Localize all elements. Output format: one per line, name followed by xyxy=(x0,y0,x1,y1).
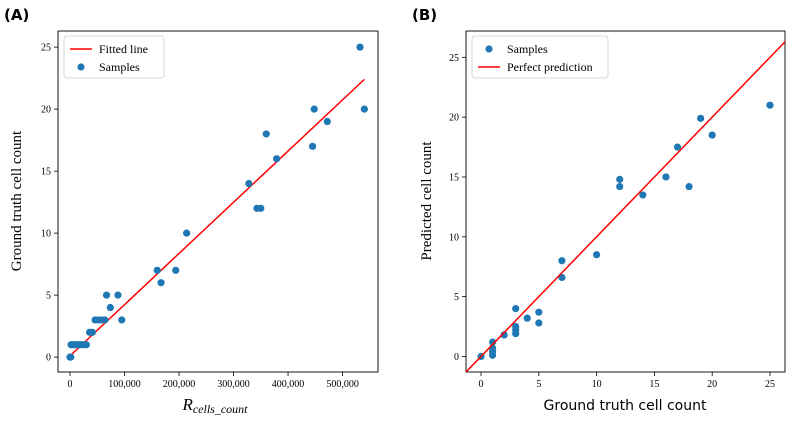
panel-a-x-axis-title-sub: cells_count xyxy=(193,402,248,416)
panel-b-x-tick-label: 5 xyxy=(536,379,541,390)
sample-point xyxy=(114,291,122,299)
sample-point xyxy=(616,182,624,191)
sample-point xyxy=(512,322,520,331)
sample-point xyxy=(523,314,531,322)
panel-a-label: (A) xyxy=(4,6,29,24)
panel-b-x-tick-label: 15 xyxy=(649,379,659,390)
sample-point xyxy=(558,273,566,282)
panel-a-x-tick-label: 0 xyxy=(67,379,72,390)
legend-label: Fitted line xyxy=(99,42,148,56)
sample-point xyxy=(273,155,281,163)
sample-point xyxy=(360,105,368,113)
panel-a-x-tick-label: 500,000 xyxy=(326,379,359,390)
panel-a-y-tick-label: 25 xyxy=(41,43,51,54)
panel-b-frame xyxy=(465,30,786,373)
panel-a-x-axis-title-main: R xyxy=(181,395,193,414)
panel-b-x-tick-label: 10 xyxy=(592,379,602,390)
legend-label: Samples xyxy=(507,42,548,56)
sample-point xyxy=(535,319,543,327)
sample-point xyxy=(118,316,126,324)
panel-b-y-tick-label: 0 xyxy=(454,352,459,363)
sample-point xyxy=(153,266,161,274)
panel-a-y-tick-label: 5 xyxy=(46,291,51,302)
sample-point xyxy=(356,43,364,51)
panel-b-x-axis-title: Ground truth cell count xyxy=(544,398,707,414)
panel-a-x-tick-label: 300,000 xyxy=(217,379,250,390)
sample-point xyxy=(172,266,180,274)
panel-a-y-tick-label: 20 xyxy=(41,105,51,116)
panel-a-x-tick-label: 400,000 xyxy=(272,379,305,390)
panel-b-label: (B) xyxy=(412,6,437,24)
sample-point xyxy=(106,303,114,312)
sample-point xyxy=(262,130,270,138)
panel-a-frame xyxy=(57,30,379,373)
panel-b-plot: 0 5 10 15 20 25 0 5 10 15 20 25 Samples Perfect predi… xyxy=(449,30,786,390)
sample-point xyxy=(685,182,693,191)
panel-a-x-tick-label: 100,000 xyxy=(108,379,141,390)
sample-point xyxy=(639,191,647,199)
sample-point xyxy=(82,341,90,349)
sample-point xyxy=(558,257,566,265)
legend-marker-swatch xyxy=(77,63,85,71)
panel-a-y-tick-label: 15 xyxy=(41,167,51,178)
panel-b-x-tick-label: 25 xyxy=(765,379,775,390)
panel-b-y-tick-label: 25 xyxy=(449,53,459,64)
panel-a-plot: 0 100,000 200,000 300,000 400,000 500,000 0 5 10… xyxy=(41,30,379,390)
sample-point xyxy=(245,179,253,188)
sample-point xyxy=(257,204,265,212)
panel-b-legend xyxy=(471,35,609,79)
panel-b-x-tick-label: 20 xyxy=(707,379,717,390)
sample-point xyxy=(488,338,497,346)
sample-point xyxy=(616,175,624,183)
sample-point xyxy=(101,316,109,324)
sample-point xyxy=(323,117,331,126)
sample-point xyxy=(500,331,508,339)
sample-point xyxy=(102,291,111,299)
fitted-line xyxy=(69,78,365,357)
legend-marker-swatch xyxy=(485,45,493,53)
sample-point xyxy=(67,353,75,361)
panel-b-y-tick-label: 5 xyxy=(454,292,459,303)
sample-point xyxy=(310,105,318,113)
panel-a-x-axis-title: Rcells_count xyxy=(181,395,248,416)
panel-b-y-axis-title: Predicted cell count xyxy=(419,141,435,261)
panel-b-y-tick-label: 20 xyxy=(449,113,459,124)
panel-a-y-tick-label: 0 xyxy=(46,353,51,364)
panel-a-y-tick-label: 10 xyxy=(41,229,51,240)
sample-point xyxy=(697,114,705,122)
panel-a-legend xyxy=(63,35,165,79)
legend-label: Samples xyxy=(99,60,140,74)
perfect-prediction-line xyxy=(466,40,785,372)
sample-point xyxy=(183,229,191,237)
sample-point xyxy=(512,304,520,313)
sample-point xyxy=(593,251,601,259)
sample-point xyxy=(662,173,670,181)
sample-point xyxy=(157,279,165,287)
panel-b-x-tick-label: 0 xyxy=(479,379,484,390)
sample-point xyxy=(766,101,774,109)
sample-point xyxy=(308,142,317,150)
sample-point xyxy=(535,308,543,316)
panel-b-y-tick-label: 15 xyxy=(449,172,459,183)
sample-point xyxy=(673,143,682,151)
panel-a-y-axis-title: Ground truth cell count xyxy=(9,130,25,271)
panel-b-y-tick-label: 10 xyxy=(449,232,459,243)
legend-label: Perfect prediction xyxy=(507,60,593,74)
sample-point xyxy=(708,131,716,139)
sample-point xyxy=(88,328,96,336)
panel-a-x-tick-label: 200,000 xyxy=(163,379,196,390)
